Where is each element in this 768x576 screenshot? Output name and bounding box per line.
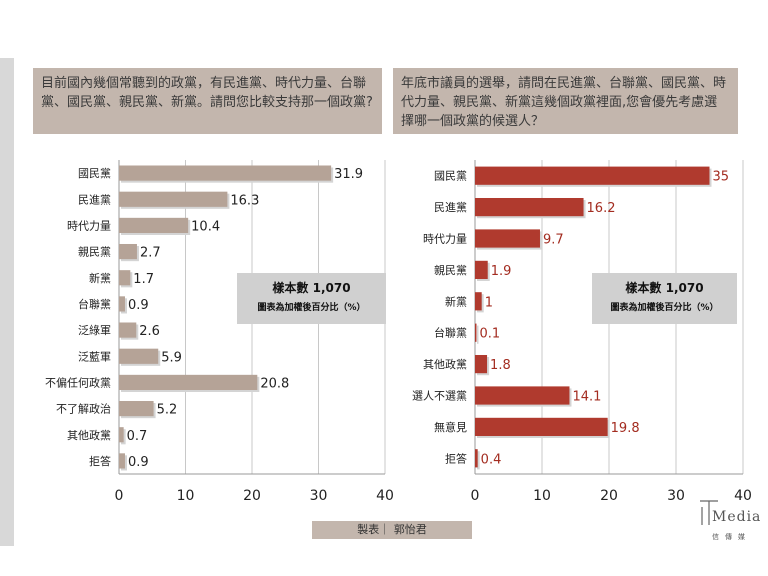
left-value-label: 0.9 xyxy=(128,455,149,470)
right-category-label: 台聯黨 xyxy=(434,326,467,340)
right-tick-label: 40 xyxy=(734,488,752,504)
media-logo: Media 信傳媒 xyxy=(698,499,764,543)
right-value-label: 16.2 xyxy=(587,201,616,216)
left-value-label: 31.9 xyxy=(334,167,363,182)
left-question-text: 目前國內幾個常聽到的政黨，有民進黨、時代力量、台聯黨、國民黨、親民黨、新黨。請問… xyxy=(33,68,382,134)
left-category-label: 不偏任何政黨 xyxy=(45,375,111,389)
left-bar xyxy=(119,217,189,234)
left-bar xyxy=(119,427,124,443)
right-bar xyxy=(475,354,488,374)
left-category-label: 時代力量 xyxy=(67,219,111,232)
right-value-label: 1 xyxy=(485,295,493,310)
right-value-label: 19.8 xyxy=(611,421,640,436)
left-tick-label: 30 xyxy=(310,488,328,504)
left-category-label: 親民黨 xyxy=(78,245,111,259)
left-value-label: 10.4 xyxy=(191,219,220,234)
right-category-label: 親民黨 xyxy=(434,263,467,277)
left-category-label: 泛綠軍 xyxy=(78,324,111,337)
right-value-label: 0.4 xyxy=(481,452,502,467)
left-category-label: 泛藍軍 xyxy=(78,350,111,363)
left-bar xyxy=(119,400,154,417)
left-sample-unit: 圖表為加權後百分比（%） xyxy=(257,303,366,313)
left-bar xyxy=(119,374,258,391)
right-tick-label: 30 xyxy=(667,488,685,504)
left-category-label: 拒答 xyxy=(89,454,111,468)
left-value-label: 2.7 xyxy=(140,246,161,261)
right-question-text: 年底市議員的選舉，請問在民進黨、台聯黨、國民黨、時代力量、親民黨、新黨這幾個政黨… xyxy=(393,68,738,134)
right-bar xyxy=(475,166,710,185)
right-sample-size: 樣本數 1,070 xyxy=(625,281,704,295)
right-category-label: 國民黨 xyxy=(434,169,467,183)
right-category-label: 新黨 xyxy=(445,294,467,308)
logo-text: Media xyxy=(712,509,762,525)
left-value-label: 0.7 xyxy=(127,429,148,444)
left-value-label: 16.3 xyxy=(230,193,259,208)
right-bar xyxy=(475,449,478,468)
left-value-label: 1.7 xyxy=(133,272,154,287)
right-category-label: 拒答 xyxy=(445,451,467,465)
table-credit: 製表｜ 郭怡君 xyxy=(312,521,472,539)
left-tick-label: 20 xyxy=(243,488,261,504)
left-bar xyxy=(119,191,228,207)
left-bar xyxy=(119,453,125,469)
right-bar-shadow xyxy=(477,451,480,470)
left-sample-size: 樣本數 1,070 xyxy=(272,281,351,295)
right-bar xyxy=(475,197,584,217)
left-value-label: 5.2 xyxy=(157,403,178,418)
left-bar xyxy=(119,270,131,286)
right-bar xyxy=(475,323,477,342)
left-tick-label: 10 xyxy=(177,488,195,504)
right-tick-label: 20 xyxy=(600,488,618,504)
left-tick-label: 40 xyxy=(376,488,394,504)
left-bar xyxy=(119,348,159,364)
left-value-label: 20.8 xyxy=(260,376,289,391)
left-tick-label: 0 xyxy=(115,488,124,504)
left-value-label: 0.9 xyxy=(128,298,149,313)
right-sample-unit: 圖表為加權後百分比（%） xyxy=(610,303,719,313)
right-value-label: 1.8 xyxy=(490,358,511,373)
left-value-label: 5.9 xyxy=(161,350,182,365)
left-bar xyxy=(119,243,137,260)
right-tick-label: 10 xyxy=(533,488,551,504)
right-value-label: 9.7 xyxy=(543,233,564,248)
logo-subtext: 信傳媒 xyxy=(712,533,751,541)
left-category-label: 新黨 xyxy=(89,271,111,285)
left-category-label: 台聯黨 xyxy=(78,297,111,311)
logo-mark-icon xyxy=(700,500,718,525)
right-tick-label: 0 xyxy=(471,488,480,504)
left-edge-strip xyxy=(0,58,14,546)
right-sample-box: 樣本數 1,070 圖表為加權後百分比（%） xyxy=(592,273,737,324)
right-value-label: 0.1 xyxy=(480,327,501,342)
left-sample-box: 樣本數 1,070 圖表為加權後百分比（%） xyxy=(237,273,386,324)
left-category-label: 民進黨 xyxy=(78,192,111,206)
right-bar xyxy=(475,386,570,405)
right-category-label: 其他政黨 xyxy=(423,357,467,371)
left-value-label: 2.6 xyxy=(139,324,160,339)
right-bar xyxy=(475,229,540,248)
right-bar xyxy=(475,292,482,311)
left-bar xyxy=(119,165,332,181)
left-bar xyxy=(119,296,125,312)
left-bar xyxy=(119,322,137,338)
right-category-label: 無意見 xyxy=(434,420,467,434)
left-category-label: 不了解政治 xyxy=(56,402,111,416)
right-category-label: 選人不選黨 xyxy=(412,389,467,403)
right-category-label: 民進黨 xyxy=(434,200,467,214)
right-category-label: 時代力量 xyxy=(423,233,467,246)
right-bar xyxy=(475,260,488,280)
left-category-label: 國民黨 xyxy=(78,166,111,180)
right-bar-shadow xyxy=(477,325,479,344)
right-value-label: 35 xyxy=(713,170,730,185)
right-bar xyxy=(475,417,608,437)
right-value-label: 1.9 xyxy=(491,264,512,279)
right-value-label: 14.1 xyxy=(572,390,601,405)
left-category-label: 其他政黨 xyxy=(67,428,111,442)
